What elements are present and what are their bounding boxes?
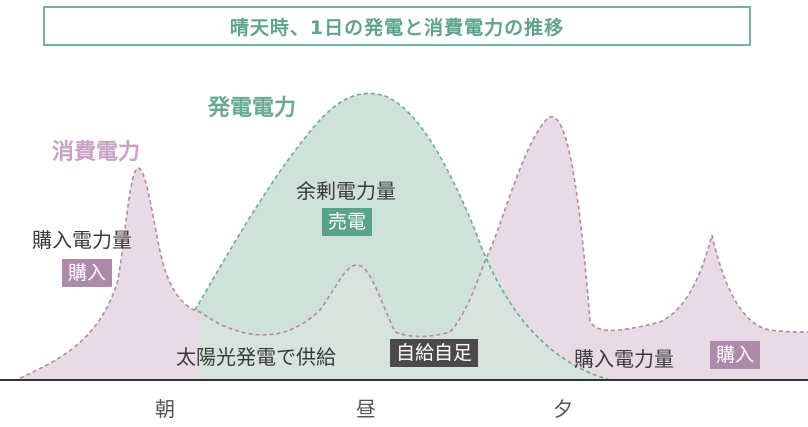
generation-label: 発電電力: [208, 96, 297, 121]
purchase-label-left: 購入電力量: [32, 228, 132, 252]
diagram-title: 晴天時、1日の発電と消費電力の推移: [43, 6, 751, 46]
sell-tag: 売電: [322, 208, 373, 236]
self-supply-area: [200, 250, 610, 380]
purchase-tag-right: 購入: [710, 341, 761, 369]
solar-supply-label: 太陽光発電で供給: [176, 345, 336, 369]
time-morning: 朝: [155, 397, 175, 421]
time-evening: 夕: [553, 397, 573, 421]
generation-line: [194, 92, 611, 381]
consumption-line: [19, 116, 808, 379]
self-sufficiency-tag: 自給自足: [390, 339, 479, 367]
consumption-label: 消費電力: [52, 140, 141, 165]
surplus-label: 余剰電力量: [296, 179, 396, 203]
purchase-label-right: 購入電力量: [574, 347, 674, 371]
time-noon: 昼: [356, 397, 376, 421]
purchase-tag-left: 購入: [62, 259, 113, 287]
